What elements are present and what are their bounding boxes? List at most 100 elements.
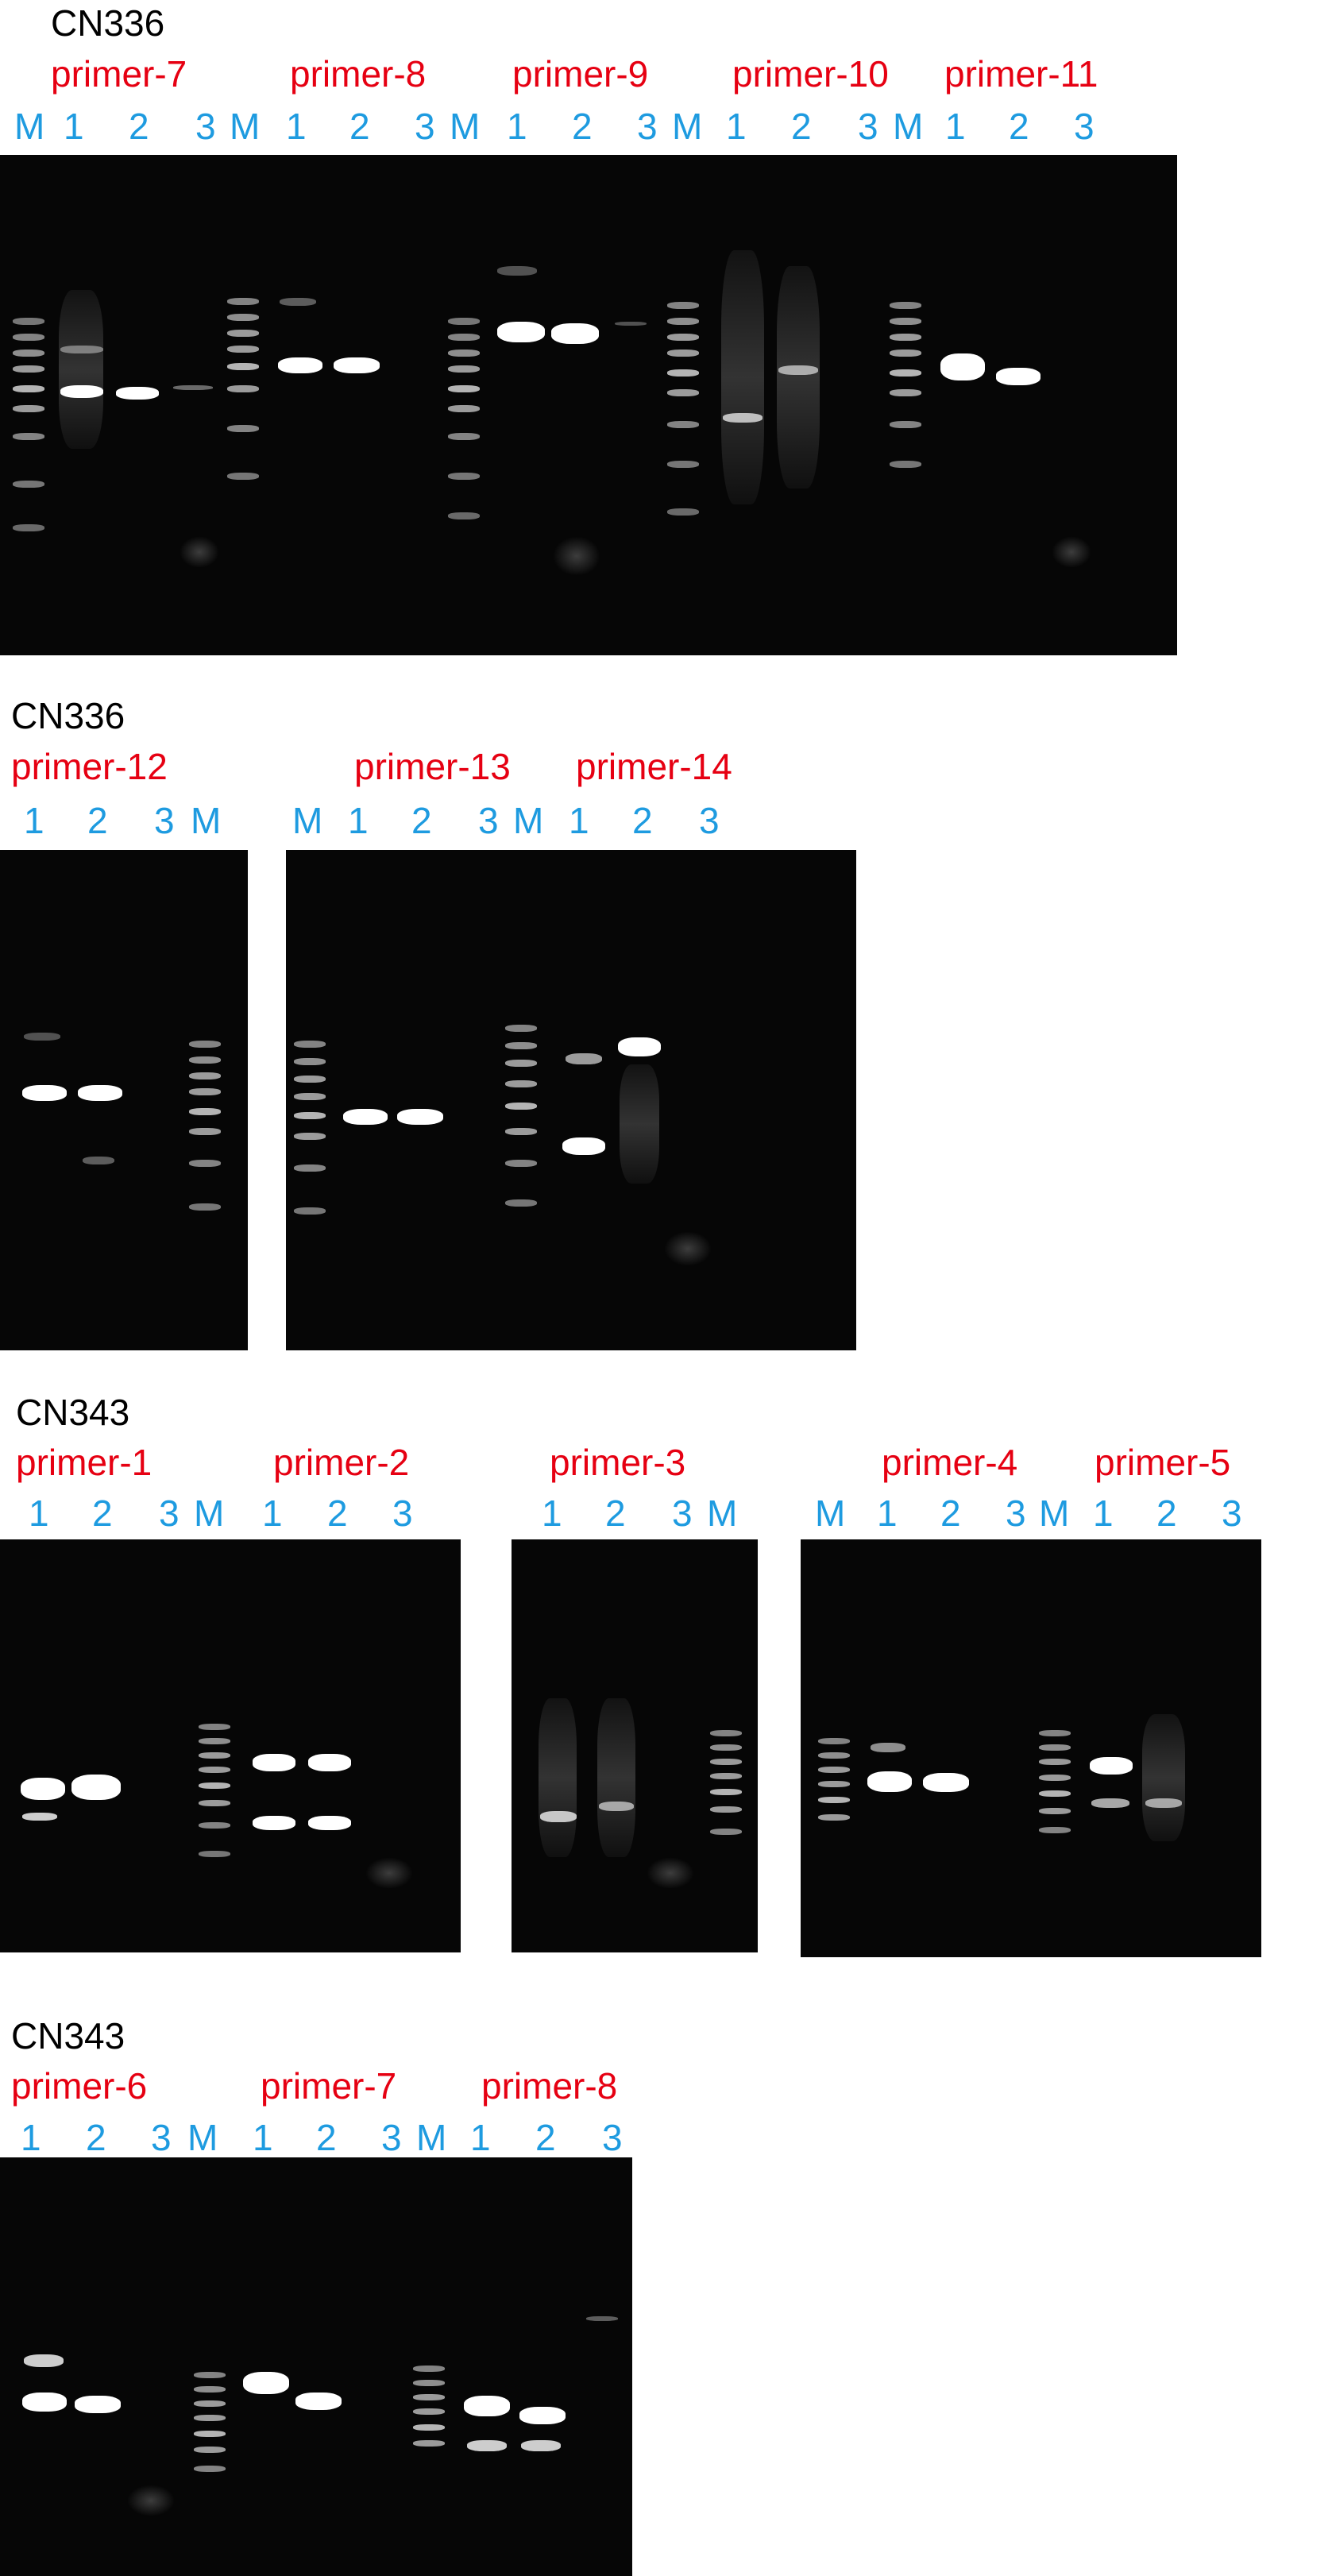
ladder-band: [227, 314, 259, 321]
pcr-band: [24, 1033, 60, 1041]
lane-label: 1: [24, 800, 44, 841]
pcr-band: [397, 1109, 443, 1125]
ladder-band: [890, 318, 921, 325]
ladder-band: [413, 2408, 445, 2415]
primer-label: primer-8: [481, 2065, 618, 2107]
ladder-band: [818, 1767, 850, 1773]
ladder-band: [505, 1080, 537, 1087]
ladder-band: [1039, 1827, 1071, 1833]
lane-label: 3: [392, 1493, 413, 1534]
pcr-band: [871, 1743, 905, 1752]
primer-dimer: [664, 1231, 712, 1266]
gel-image: [0, 1539, 461, 1952]
ladder-band: [413, 2380, 445, 2386]
pcr-band: [278, 357, 322, 373]
pcr-band: [540, 1811, 577, 1822]
ladder-band: [294, 1093, 326, 1100]
lane-label: 1: [64, 106, 84, 147]
lane-label: 3: [154, 800, 175, 841]
lane-label: 1: [945, 106, 966, 147]
ladder-band: [13, 365, 44, 373]
pcr-band: [497, 266, 537, 276]
gel-image: [801, 1539, 1261, 1957]
lane-label: M: [230, 106, 261, 147]
pcr-band: [21, 1778, 65, 1800]
lane-label: M: [191, 800, 222, 841]
pcr-band: [173, 385, 213, 390]
lane-label: M: [292, 800, 323, 841]
pcr-band: [75, 2396, 121, 2413]
lane-label: 1: [877, 1493, 898, 1534]
lane-label: 2: [572, 106, 593, 147]
primer-dimer: [365, 1857, 413, 1889]
pcr-band: [519, 2407, 566, 2424]
lane-label: 3: [381, 2117, 402, 2158]
pcr-band: [22, 2393, 67, 2412]
ladder-band: [667, 508, 699, 516]
pcr-band: [60, 346, 103, 353]
ladder-band: [227, 330, 259, 337]
pcr-band: [308, 1816, 351, 1830]
ladder-band: [13, 318, 44, 325]
ladder-band: [448, 512, 480, 519]
ladder-band: [13, 405, 44, 412]
sample-label: CN336: [11, 695, 125, 736]
ladder-band: [710, 1806, 742, 1813]
pcr-band: [24, 2354, 64, 2367]
ladder-band: [1039, 1775, 1071, 1781]
ladder-band: [194, 2447, 226, 2453]
primer-label: primer-13: [354, 746, 511, 787]
ladder-band: [448, 365, 480, 373]
pcr-band: [867, 1771, 912, 1792]
ladder-band: [1039, 1808, 1071, 1814]
lane-label: 1: [569, 800, 589, 841]
ladder-band: [890, 461, 921, 468]
ladder-band: [227, 385, 259, 392]
ladder-band: [448, 473, 480, 480]
ladder-band: [818, 1738, 850, 1744]
primer-label: primer-6: [11, 2065, 148, 2107]
lane-label: 3: [478, 800, 499, 841]
ladder-band: [710, 1730, 742, 1736]
ladder-band: [189, 1041, 221, 1048]
primer-dimer: [1052, 536, 1091, 568]
lane-label: 3: [858, 106, 878, 147]
ladder-band: [448, 350, 480, 357]
ladder-band: [1039, 1759, 1071, 1765]
pcr-band: [253, 1816, 295, 1830]
primer-label: primer-5: [1095, 1442, 1231, 1483]
ladder-band: [199, 1724, 230, 1730]
ladder-band: [13, 433, 44, 440]
pcr-band: [78, 1085, 122, 1101]
ladder-band: [13, 481, 44, 488]
lane-label: M: [14, 106, 45, 147]
pcr-band: [1091, 1798, 1129, 1808]
lane-label: 2: [940, 1493, 961, 1534]
ladder-band: [505, 1160, 537, 1167]
pcr-band: [464, 2396, 510, 2416]
lane-smear: [59, 290, 103, 449]
ladder-band: [505, 1199, 537, 1207]
pcr-band: [308, 1754, 351, 1771]
ladder-band: [294, 1058, 326, 1065]
pcr-band: [562, 1137, 605, 1155]
pcr-band: [615, 322, 647, 326]
ladder-band: [448, 318, 480, 325]
lane-label: 2: [605, 1493, 626, 1534]
lane-label: 1: [253, 2117, 273, 2158]
ladder-band: [710, 1759, 742, 1765]
primer-label: primer-9: [512, 53, 649, 95]
ladder-band: [818, 1752, 850, 1759]
pcr-band: [723, 413, 763, 423]
ladder-band: [199, 1822, 230, 1829]
lane-label: M: [513, 800, 544, 841]
lane-label: 2: [327, 1493, 348, 1534]
ladder-band: [667, 350, 699, 357]
lane-label: 3: [1006, 1493, 1026, 1534]
pcr-band: [253, 1754, 295, 1771]
ladder-band: [667, 302, 699, 309]
gel-image: [0, 850, 248, 1350]
pcr-band: [497, 322, 545, 342]
ladder-band: [189, 1072, 221, 1079]
gel-image: [286, 850, 856, 1350]
